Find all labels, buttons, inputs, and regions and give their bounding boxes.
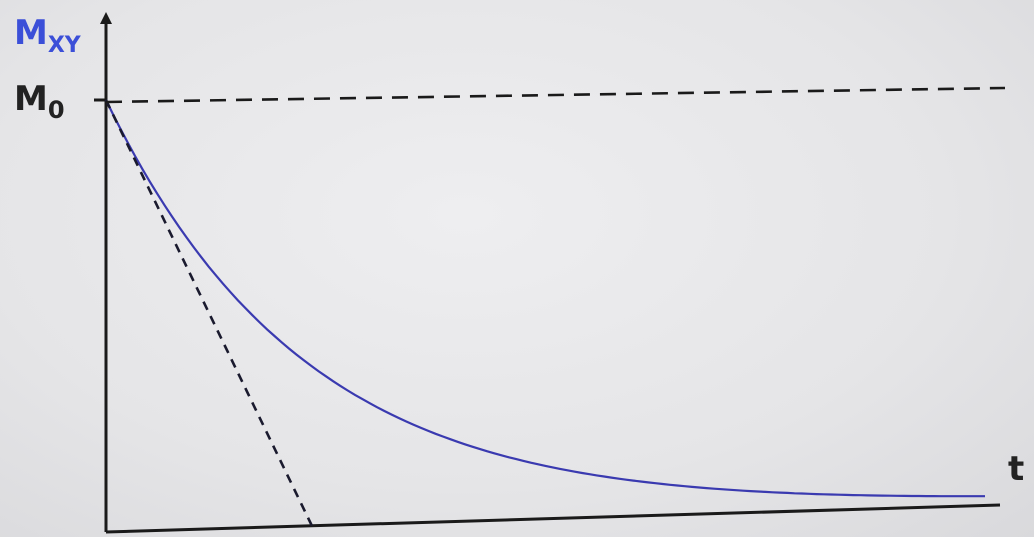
y-axis-label: MXY	[14, 13, 82, 58]
x-axis-label: t	[1008, 449, 1024, 489]
x-axis	[105, 503, 1001, 534]
y-tick-label-sub: 0	[48, 96, 65, 124]
series-tangent-line	[104, 99, 314, 527]
series-asymptote-line	[105, 86, 1006, 104]
y-axis-arrow-icon	[100, 12, 112, 24]
y-axis-label-sub: XY	[48, 33, 82, 58]
y-axis-label-main: M	[14, 13, 48, 53]
y-tick-label-m0: M0	[14, 79, 65, 124]
series-exp-decay-line	[105, 99, 985, 498]
series-group	[104, 86, 1006, 527]
y-tick-label-main: M	[14, 79, 48, 119]
